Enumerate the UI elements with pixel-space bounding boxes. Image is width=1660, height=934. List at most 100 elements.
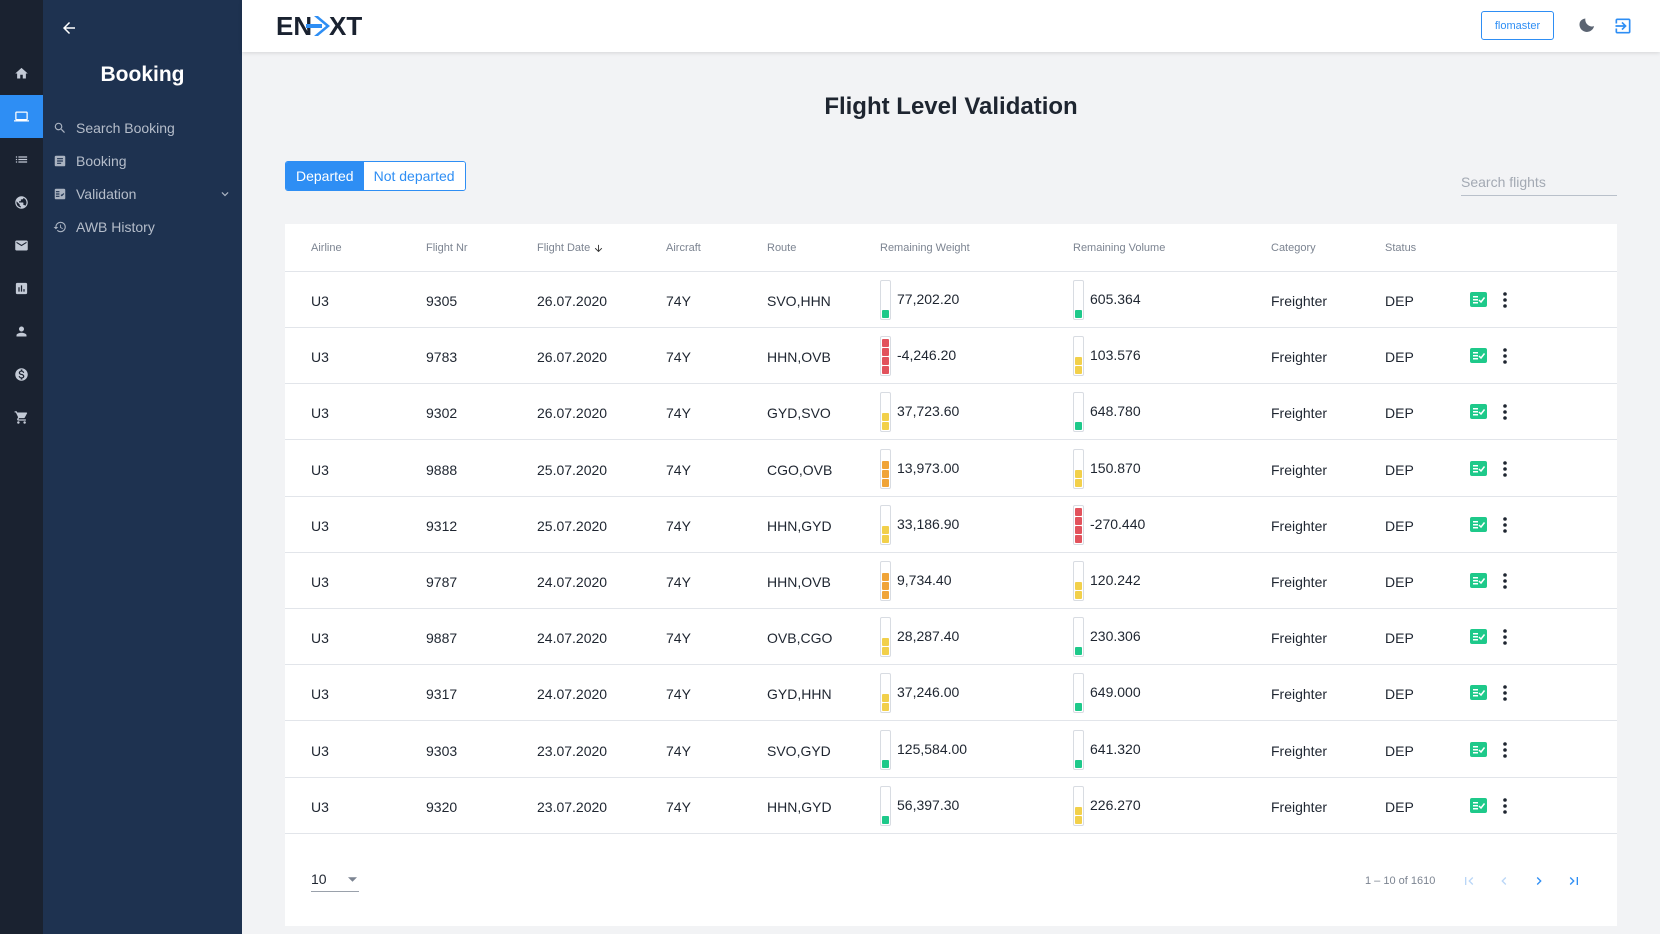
flight-nr-cell: 9320 <box>426 798 458 815</box>
aircraft-cell: 74Y <box>666 574 691 590</box>
validate-button[interactable] <box>1470 516 1487 532</box>
table-row[interactable]: U3 9305 26.07.2020 74Y SVO,HHN 77,202.20 605.3… <box>285 272 1617 328</box>
last-page-button[interactable] <box>1563 870 1585 892</box>
validate-button[interactable] <box>1470 685 1487 701</box>
column-header-category[interactable]: Category <box>1271 242 1316 254</box>
sidebar-item-label: AWB History <box>76 219 155 235</box>
checklist-icon <box>1473 520 1485 529</box>
user-button[interactable]: flomaster <box>1481 11 1554 40</box>
column-header-remaining-volume[interactable]: Remaining Volume <box>1073 242 1166 254</box>
tab-departed[interactable]: Departed <box>286 162 364 190</box>
remaining-volume-value: 103.576 <box>1090 347 1141 364</box>
dollar-icon <box>15 368 28 381</box>
search-flights-input[interactable] <box>1461 168 1617 196</box>
rail-home[interactable] <box>0 52 43 95</box>
more-actions-button[interactable] <box>1498 571 1512 591</box>
more-actions-button[interactable] <box>1498 290 1512 310</box>
validate-button[interactable] <box>1470 348 1487 364</box>
chevron-down-icon[interactable] <box>218 187 232 201</box>
level-segment <box>882 348 889 357</box>
column-header-airline[interactable]: Airline <box>311 242 342 254</box>
chevron-right-icon <box>1536 877 1542 885</box>
column-header-aircraft[interactable]: Aircraft <box>666 242 701 254</box>
flight-date-cell: 26.07.2020 <box>537 349 608 366</box>
rail-booking[interactable] <box>0 95 43 138</box>
rail-globe[interactable] <box>0 181 43 224</box>
table-row[interactable]: U3 9887 24.07.2020 74Y OVB,CGO 28,287.40 230.3… <box>285 609 1617 666</box>
more-vertical-icon <box>1503 629 1507 645</box>
mail-icon <box>15 240 28 251</box>
level-segment <box>882 357 889 366</box>
level-segment-empty <box>1075 292 1082 300</box>
column-header-flight-nr[interactable]: Flight Nr <box>426 242 468 254</box>
validate-button[interactable] <box>1470 404 1487 420</box>
level-segment <box>882 573 889 581</box>
tab-not-departed[interactable]: Not departed <box>363 162 465 190</box>
volume-level-bar <box>1073 617 1084 658</box>
more-actions-button[interactable] <box>1498 627 1512 647</box>
more-actions-button[interactable] <box>1498 796 1512 816</box>
weight-level-bar <box>880 617 891 658</box>
column-header-remaining-weight[interactable]: Remaining Weight <box>880 242 970 254</box>
more-actions-button[interactable] <box>1498 683 1512 703</box>
table-row[interactable]: U3 9312 25.07.2020 74Y HHN,GYD 33,186.90 -270.… <box>285 497 1617 553</box>
more-vertical-icon <box>1503 797 1507 814</box>
level-segment-empty <box>1075 676 1082 684</box>
column-header-flight-date[interactable]: Flight Date <box>537 242 604 254</box>
route-cell: GYD,HHN <box>767 686 832 703</box>
table-row[interactable]: U3 9302 26.07.2020 74Y GYD,SVO 37,723.60 648.7… <box>285 384 1617 441</box>
rail-finance[interactable] <box>0 353 43 396</box>
table-row[interactable]: U3 9787 24.07.2020 74Y HHN,OVB 9,734.40 120.24… <box>285 553 1617 609</box>
table-row[interactable]: U3 9888 25.07.2020 74Y CGO,OVB 13,973.00 150.8… <box>285 441 1617 497</box>
level-segment-empty <box>1075 339 1082 347</box>
remaining-volume-value: 120.242 <box>1090 572 1141 588</box>
column-header-route[interactable]: Route <box>767 242 797 254</box>
more-actions-button[interactable] <box>1498 402 1512 422</box>
first-page-button[interactable] <box>1458 870 1480 892</box>
previous-page-button[interactable] <box>1493 870 1515 892</box>
logout-button[interactable] <box>1613 16 1633 36</box>
rail-users[interactable] <box>0 310 43 353</box>
level-segment <box>1075 516 1082 525</box>
airline-cell: U3 <box>311 798 329 815</box>
validate-button[interactable] <box>1470 460 1487 476</box>
back-button[interactable] <box>55 14 83 42</box>
route-cell: SVO,HHN <box>767 293 831 309</box>
aircraft-cell: 74Y <box>666 798 691 815</box>
status-cell: DEP <box>1385 517 1414 534</box>
table-row[interactable]: U3 9320 23.07.2020 74Y HHN,GYD 56,397.30 226.2… <box>285 778 1617 834</box>
sidebar-item-search-booking[interactable]: Search Booking <box>43 113 242 143</box>
sidebar-item-validation[interactable]: Validation <box>43 179 242 209</box>
validate-button[interactable] <box>1470 292 1487 307</box>
table-header: Airline Flight Nr Flight Date Aircraft R… <box>285 224 1617 272</box>
page-size-value: 10 <box>311 871 327 887</box>
validate-button[interactable] <box>1470 797 1487 813</box>
theme-toggle-button[interactable] <box>1577 16 1597 36</box>
airline-cell: U3 <box>311 630 329 647</box>
flight-nr-cell: 9783 <box>426 349 458 366</box>
more-actions-button[interactable] <box>1498 346 1512 366</box>
more-actions-button[interactable] <box>1498 740 1512 760</box>
level-segment <box>1075 507 1082 516</box>
column-header-status[interactable]: Status <box>1385 242 1417 254</box>
remaining-weight-value: 56,397.30 <box>897 796 960 813</box>
weight-level-bar <box>880 336 891 377</box>
sidebar-item-awb-history[interactable]: AWB History <box>43 212 242 242</box>
rail-mail[interactable] <box>0 224 43 267</box>
more-actions-button[interactable] <box>1498 515 1512 535</box>
validate-button[interactable] <box>1470 629 1487 645</box>
validate-button[interactable] <box>1470 741 1487 757</box>
next-page-button[interactable] <box>1528 870 1550 892</box>
rail-list[interactable] <box>0 138 43 181</box>
more-actions-button[interactable] <box>1498 459 1512 479</box>
sidebar-item-booking[interactable]: Booking <box>43 146 242 176</box>
table-row[interactable]: U3 9783 26.07.2020 74Y HHN,OVB -4,246.20 103.5… <box>285 328 1617 385</box>
page-size-select[interactable]: 10 <box>311 866 359 892</box>
rail-reports[interactable] <box>0 267 43 310</box>
table-row[interactable]: U3 9303 23.07.2020 74Y SVO,GYD 125,584.00 641.… <box>285 722 1617 778</box>
table-row[interactable]: U3 9317 24.07.2020 74Y GYD,HHN 37,246.00 649.0… <box>285 665 1617 722</box>
rail-cart[interactable] <box>0 396 43 439</box>
validate-button[interactable] <box>1470 573 1487 588</box>
chart-icon <box>15 282 28 295</box>
airline-cell: U3 <box>311 742 329 759</box>
